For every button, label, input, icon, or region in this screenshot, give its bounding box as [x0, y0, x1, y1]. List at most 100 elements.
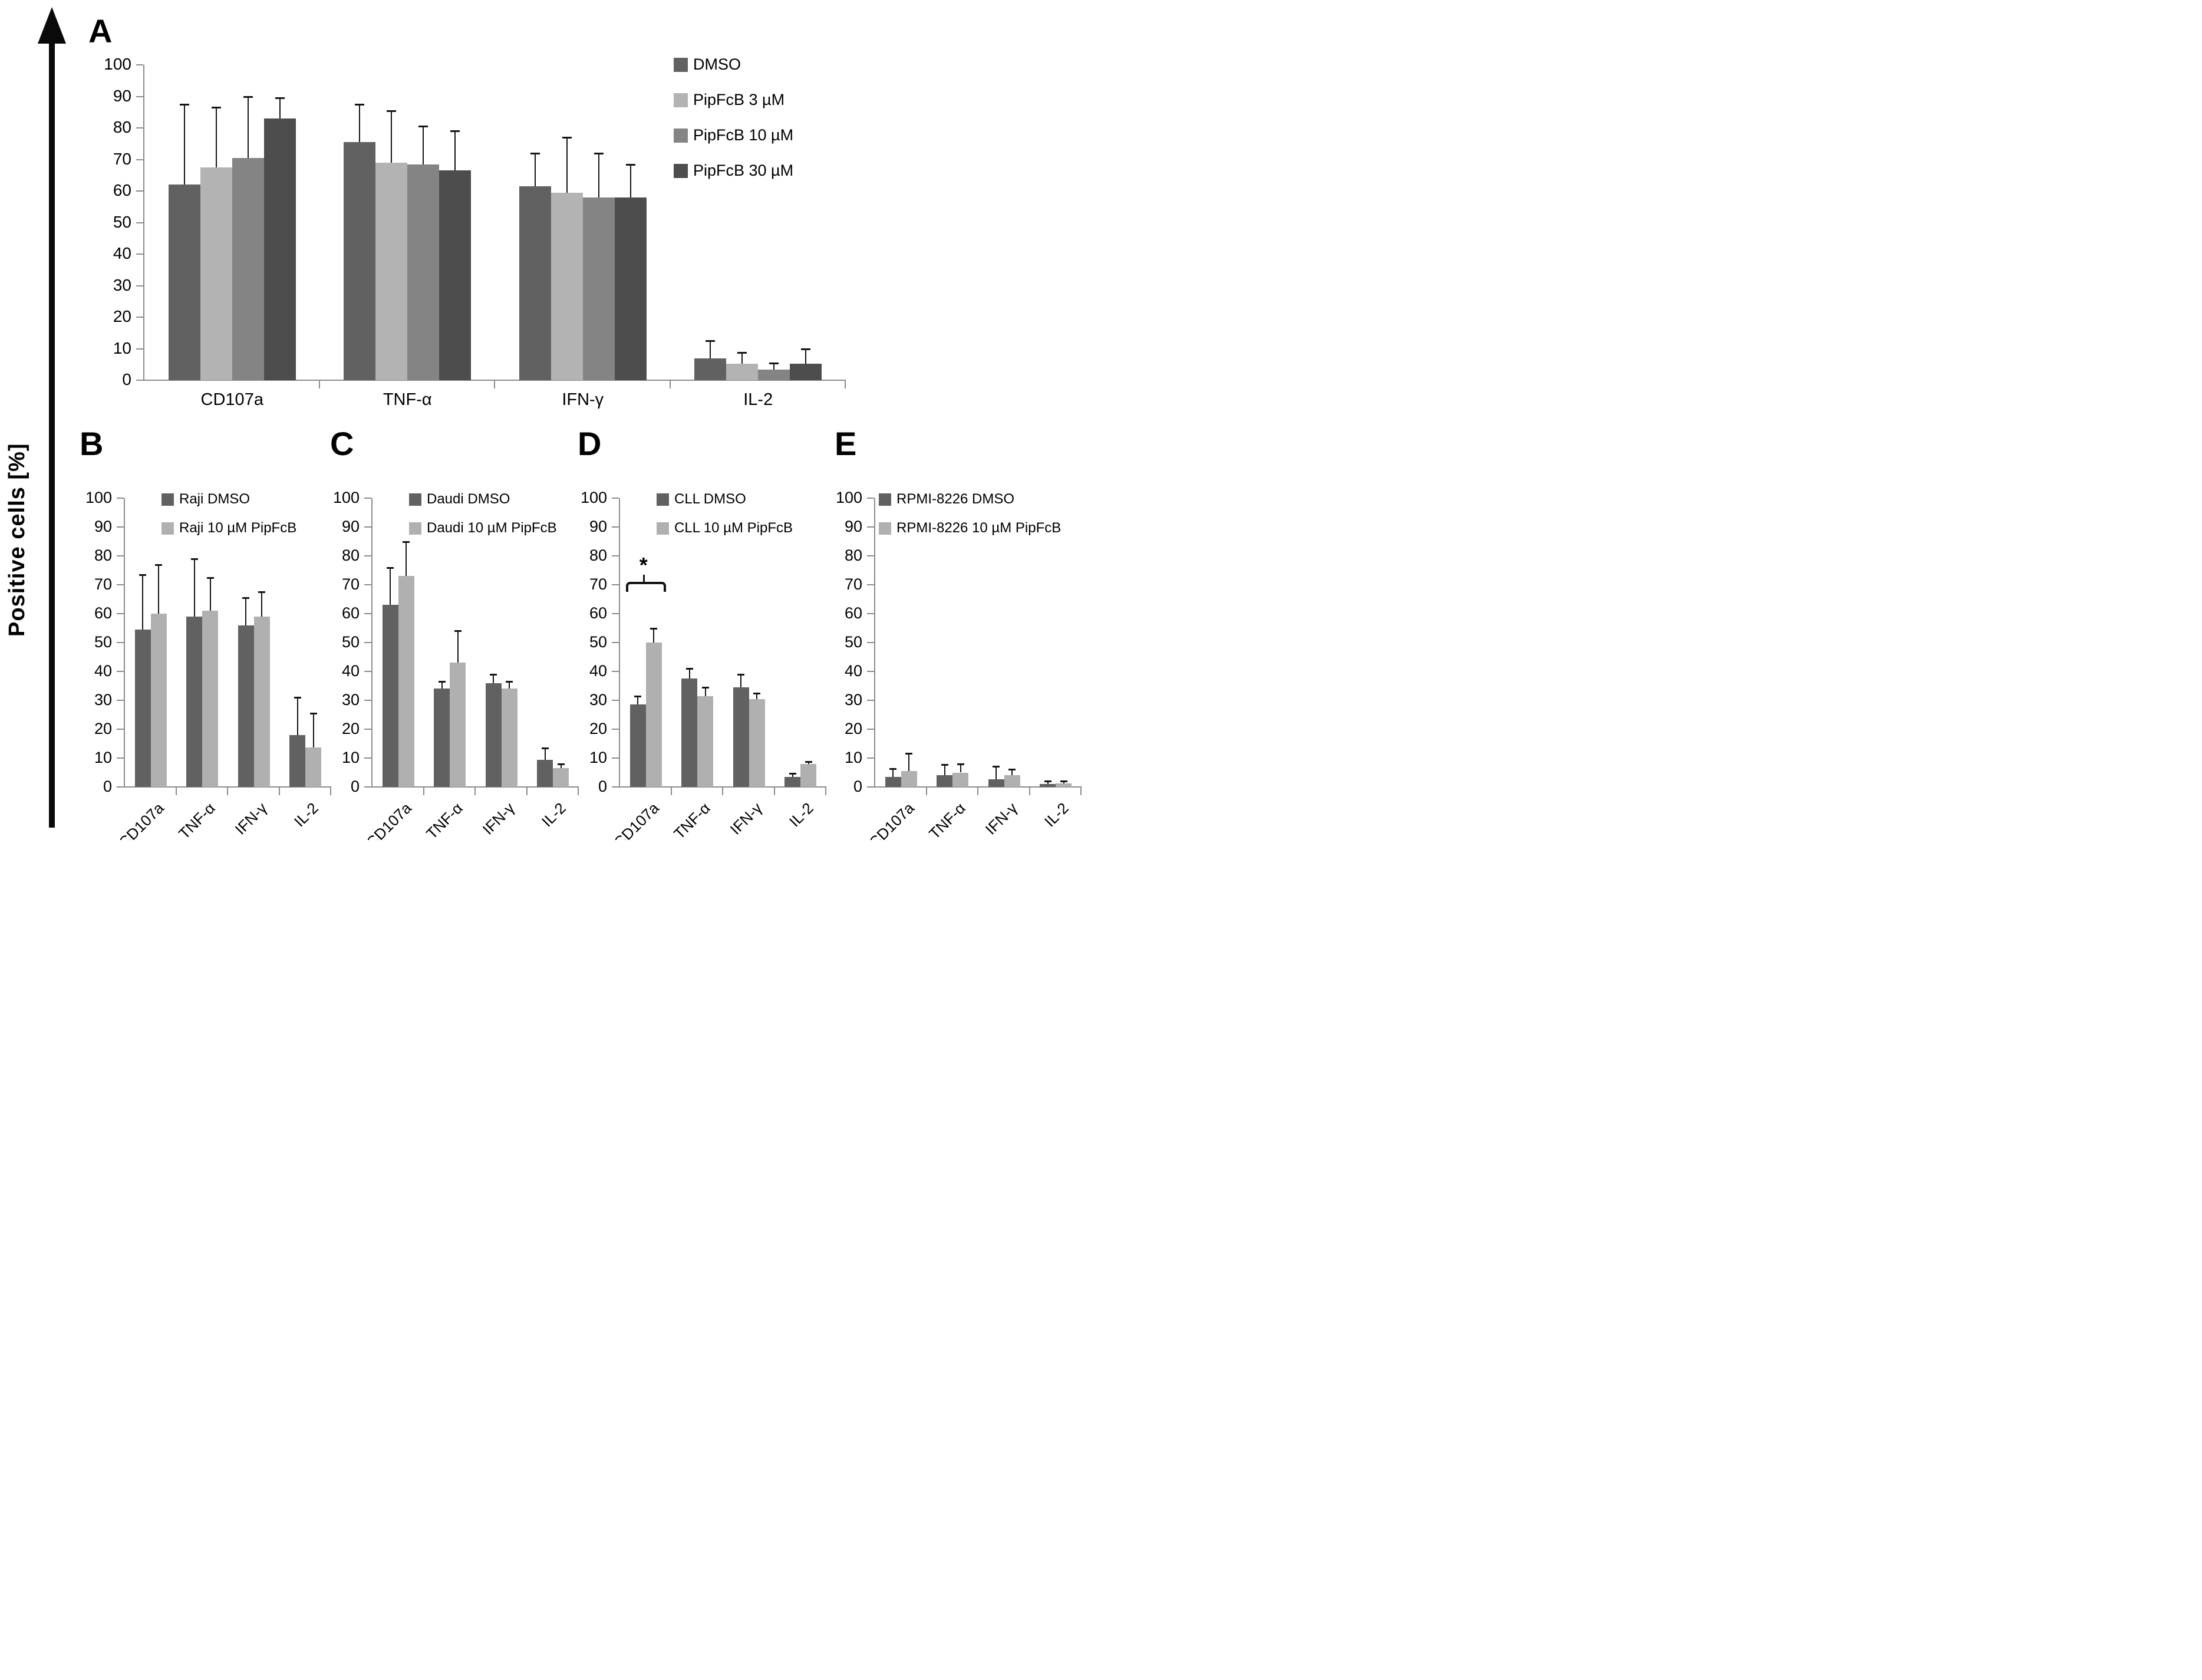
- bar-Daudi 10 µM PipFcB-IFN-γ: [501, 689, 517, 787]
- y-tick-mark: [612, 671, 619, 672]
- bar-PipFcB 30 µM-IFN-γ: [614, 197, 647, 380]
- x-label-IFN-γ: IFN-γ: [479, 799, 518, 838]
- y-tick-label: 100: [835, 488, 862, 506]
- panel-C-label: C: [330, 425, 354, 462]
- error-bar: [741, 353, 743, 364]
- bar-Daudi DMSO-IL-2: [537, 760, 553, 787]
- y-axis-line: [124, 498, 125, 787]
- y-tick-label: 90: [341, 517, 360, 535]
- y-tick-label: 10: [589, 748, 607, 766]
- x-tick-mark: [1080, 787, 1082, 795]
- y-tick-mark: [136, 64, 143, 65]
- bar-CLL DMSO-TNF-α: [681, 678, 698, 787]
- error-bar-cap: [701, 686, 709, 689]
- error-bar-cap: [625, 163, 635, 166]
- bar-Raji 10 µM PipFcB-TNF-α: [202, 611, 219, 787]
- y-tick-mark: [364, 498, 371, 499]
- y-tick-mark: [612, 555, 619, 556]
- y-tick-label: 100: [332, 488, 360, 506]
- legend-item: Raji DMSO: [161, 492, 250, 506]
- y-tick-mark: [867, 642, 874, 643]
- x-label-CD107a: CD107a: [609, 799, 662, 840]
- error-bar-cap: [309, 713, 317, 715]
- y-tick-label: 10: [341, 748, 360, 766]
- y-tick-label: 90: [94, 517, 112, 535]
- y-tick-mark: [612, 786, 619, 788]
- y-tick-mark: [117, 555, 124, 556]
- x-label-CD107a: CD107a: [200, 390, 263, 409]
- y-tick-mark: [867, 671, 874, 672]
- bar-DMSO-TNF-α: [344, 142, 376, 380]
- x-label-IL-2: IL-2: [1041, 799, 1073, 831]
- y-tick-label: 60: [341, 604, 360, 622]
- error-bar-cap: [650, 627, 658, 630]
- bar-PipFcB 10 µM-IFN-γ: [582, 197, 615, 380]
- bar-PipFcB 30 µM-TNF-α: [439, 170, 472, 380]
- error-bar-cap: [941, 764, 948, 766]
- plot-area: 0 10 20 30 40 50 60 70 80 90 100 CD107a TNF-α IFN-γ IL…: [333, 489, 579, 840]
- y-tick-mark: [117, 729, 124, 730]
- legend-item: Daudi DMSO: [409, 492, 510, 506]
- y-tick-label: 70: [589, 575, 607, 593]
- legend-swatch: [879, 522, 891, 535]
- y-tick-mark: [364, 526, 371, 528]
- error-bar: [391, 110, 393, 163]
- y-tick-mark: [612, 613, 619, 614]
- error-bar-cap: [387, 566, 394, 569]
- error-bar-cap: [993, 765, 1000, 767]
- y-tick-label: 40: [589, 661, 607, 680]
- y-tick-label: 0: [103, 777, 112, 795]
- panel-D: D 0 10 20 30 40 50 60 70 80 90 100 CD107a TNF-α IFN-γ…: [554, 413, 826, 840]
- y-tick-label: 10: [94, 748, 112, 766]
- y-tick-label: 60: [94, 604, 112, 622]
- y-tick-label: 20: [113, 307, 131, 326]
- x-label-IL-2: IL-2: [786, 799, 817, 831]
- error-bar: [960, 763, 961, 773]
- error-bar-cap: [801, 348, 811, 350]
- error-bar: [598, 153, 599, 197]
- error-bar-cap: [905, 752, 913, 755]
- y-tick-label: 90: [589, 517, 607, 535]
- x-tick-mark: [227, 787, 228, 795]
- error-bar-cap: [541, 747, 549, 749]
- legend-swatch: [409, 493, 421, 506]
- bar-Raji DMSO-TNF-α: [186, 616, 203, 787]
- error-bar-cap: [403, 541, 410, 543]
- y-tick-label: 70: [844, 575, 862, 593]
- error-bar: [1011, 769, 1013, 776]
- error-bar-cap: [889, 768, 897, 770]
- y-tick-mark: [117, 757, 124, 759]
- bar-CLL 10 µM PipFcB-IL-2: [800, 763, 817, 787]
- error-bar-cap: [243, 95, 253, 98]
- error-bar: [406, 541, 407, 577]
- x-tick-mark: [670, 787, 672, 795]
- x-label-CD107a: CD107a: [114, 799, 167, 840]
- y-tick-label: 0: [598, 777, 607, 795]
- error-bar: [805, 348, 807, 364]
- panel-B: B 0 10 20 30 40 50 60 70 80 90 100 CD107a TNF-α IFN-γ…: [59, 413, 331, 840]
- bar-RPMI-8226 10 µM PipFcB-IFN-γ: [1004, 775, 1020, 787]
- panel-D-label: D: [578, 425, 602, 462]
- y-tick-label: 80: [844, 546, 862, 564]
- error-bar: [773, 363, 775, 370]
- y-tick-label: 50: [113, 212, 131, 231]
- bar-PipFcB 3 µM-CD107a: [200, 167, 232, 380]
- y-tick-mark: [136, 317, 143, 318]
- y-tick-label: 40: [341, 661, 360, 680]
- y-tick-mark: [136, 190, 143, 192]
- legend-label: PipFcB 30 µM: [693, 162, 794, 179]
- y-tick-label: 60: [589, 604, 607, 622]
- y-tick-label: 20: [844, 719, 862, 737]
- y-tick-mark: [136, 159, 143, 160]
- y-tick-label: 30: [113, 275, 131, 294]
- significance-bracket: [625, 582, 666, 592]
- y-tick-mark: [117, 786, 124, 788]
- y-tick-label: 80: [94, 546, 112, 564]
- error-bar-cap: [506, 681, 513, 683]
- y-tick-mark: [117, 584, 124, 585]
- x-label-TNF-α: TNF-α: [423, 799, 467, 840]
- x-label-IFN-γ: IFN-γ: [726, 799, 766, 838]
- error-bar-cap: [737, 673, 745, 676]
- error-bar: [944, 765, 945, 776]
- error-bar-cap: [562, 137, 572, 139]
